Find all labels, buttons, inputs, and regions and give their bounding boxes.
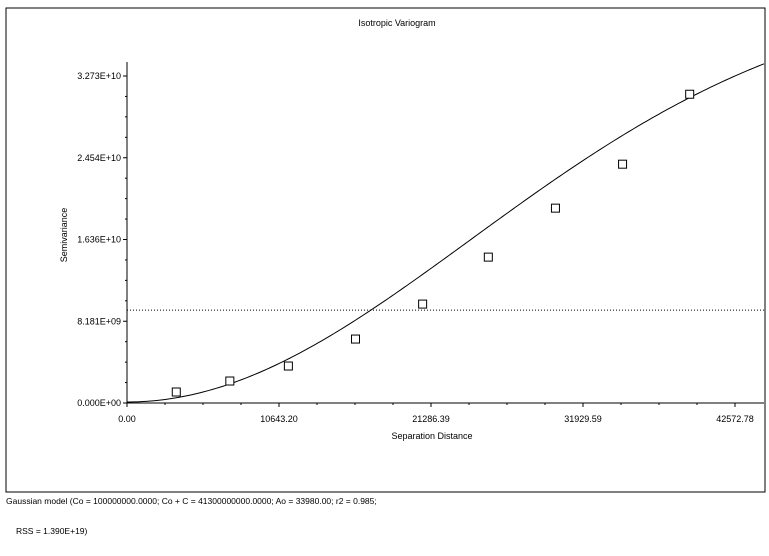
chart-title: Isotropic Variogram bbox=[358, 18, 435, 28]
data-point bbox=[550, 203, 560, 213]
axes: 0.000E+00 8.181E+09 1.636E+10 2.454E+10 3.27… bbox=[77, 62, 764, 424]
variogram-chart: Isotropic Variogram 0.000E+00 8.181E+09 1.… bbox=[5, 7, 766, 493]
y-tick-label: 1.636E+10 bbox=[77, 235, 121, 245]
model-summary: Gaussian model (Co = 100000000.0000; Co … bbox=[6, 476, 766, 556]
x-tick-label: 42572.78 bbox=[716, 414, 754, 424]
data-point bbox=[418, 299, 428, 309]
data-point bbox=[618, 159, 628, 169]
model-summary-line-1: Gaussian model (Co = 100000000.0000; Co … bbox=[6, 496, 377, 506]
x-tick-label: 0.00 bbox=[118, 414, 136, 424]
chart-border bbox=[5, 7, 766, 493]
variogram-window: Isotropic Variogram 0.000E+00 8.181E+09 1.… bbox=[5, 7, 766, 536]
y-tick-label: 0.000E+00 bbox=[77, 398, 121, 408]
x-tick-label: 21286.39 bbox=[412, 414, 450, 424]
data-points bbox=[171, 89, 695, 397]
x-tick-label: 10643.20 bbox=[260, 414, 298, 424]
gaussian-model-curve bbox=[126, 63, 765, 403]
y-tick-label: 2.454E+10 bbox=[77, 153, 121, 163]
model-curve-layer bbox=[126, 63, 765, 403]
data-point bbox=[171, 387, 181, 397]
data-point bbox=[351, 334, 361, 344]
x-axis-title: Separation Distance bbox=[391, 431, 472, 441]
data-point bbox=[283, 361, 293, 371]
data-point bbox=[225, 376, 235, 386]
data-point bbox=[685, 89, 695, 99]
y-axis-title: Semivariance bbox=[59, 208, 69, 263]
data-point bbox=[483, 252, 493, 262]
y-tick-label: 8.181E+09 bbox=[77, 316, 121, 326]
y-tick-label: 3.273E+10 bbox=[77, 71, 121, 81]
x-tick-label: 31929.59 bbox=[564, 414, 602, 424]
model-summary-line-2: RSS = 1.390E+19) bbox=[16, 526, 88, 536]
